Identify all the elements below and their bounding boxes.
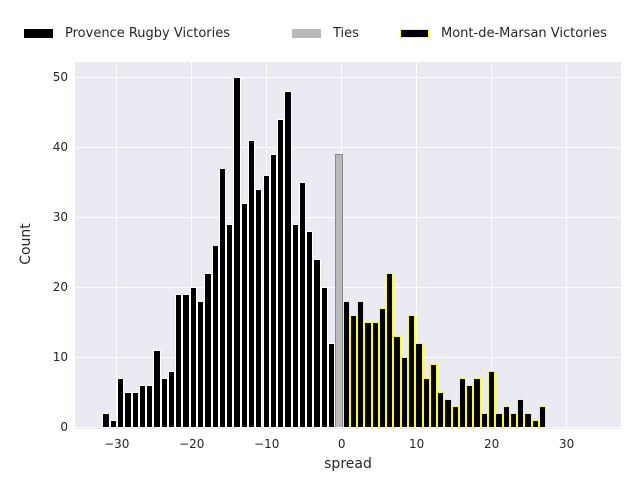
- y-tick-label: 10: [52, 350, 68, 364]
- histogram-bar: [495, 413, 503, 427]
- x-gridline: [116, 62, 118, 429]
- x-axis-label: spread: [324, 456, 372, 472]
- y-gridline: [75, 427, 621, 429]
- histogram-bar: [378, 308, 387, 427]
- histogram-bar: [502, 406, 510, 427]
- legend-item-ties[interactable]: Ties: [292, 20, 359, 46]
- y-gridline: [75, 77, 621, 79]
- x-tick-label: 30: [559, 437, 575, 451]
- x-tick-label: −10: [254, 437, 280, 451]
- histogram-bar: [429, 364, 438, 427]
- y-tick-label: 40: [52, 140, 68, 154]
- histogram-bar: [371, 322, 379, 427]
- y-tick-label: 0: [60, 420, 68, 434]
- histogram-bar: [277, 119, 285, 427]
- histogram-bar: [335, 154, 343, 427]
- legend-label: Ties: [333, 25, 359, 41]
- histogram-bar: [480, 413, 489, 427]
- histogram-bar: [255, 189, 263, 427]
- histogram-bar: [437, 392, 445, 427]
- histogram-bar: [262, 175, 270, 427]
- histogram-bar: [320, 287, 328, 427]
- histogram-bar: [349, 315, 358, 427]
- histogram-bar: [524, 413, 532, 427]
- plot-area: [75, 62, 621, 429]
- histogram-bar: [117, 378, 125, 427]
- ties-swatch-icon: [292, 28, 321, 38]
- y-tick-label: 50: [52, 70, 68, 84]
- histogram-bar: [138, 385, 147, 427]
- x-tick-label: 10: [409, 437, 425, 451]
- histogram-bar: [197, 301, 205, 427]
- histogram-bar: [211, 245, 219, 427]
- histogram-bar: [386, 273, 394, 427]
- histogram-bar: [400, 357, 408, 427]
- y-axis-label: Count: [18, 223, 34, 265]
- histogram-bar: [298, 182, 307, 427]
- histogram-bar: [226, 224, 234, 427]
- legend-label: Mont-de-Marsan Victories: [441, 25, 607, 41]
- histogram-bar: [517, 399, 525, 427]
- histogram-bar: [284, 91, 292, 427]
- histogram-bar: [240, 203, 248, 427]
- histogram-bar: [357, 301, 365, 427]
- y-gridline: [75, 217, 621, 219]
- histogram-bar: [342, 301, 350, 427]
- histogram-bar: [160, 378, 168, 427]
- histogram-bar: [458, 378, 467, 427]
- y-tick-label: 30: [52, 210, 68, 224]
- provence-swatch-icon: [24, 28, 53, 38]
- x-gridline: [416, 62, 418, 429]
- histogram-bar: [124, 392, 132, 427]
- x-tick-label: 0: [337, 437, 346, 451]
- y-gridline: [75, 147, 621, 149]
- x-gridline: [566, 62, 568, 429]
- histogram-bar: [466, 385, 474, 427]
- x-gridline: [191, 62, 193, 429]
- histogram-bar: [415, 343, 423, 427]
- legend: Provence Rugby Victories Ties Mont-de-Mars…: [0, 20, 640, 46]
- x-tick-label: −20: [179, 437, 205, 451]
- histogram-bar: [175, 294, 183, 427]
- mdm-swatch-icon: [400, 28, 429, 38]
- histogram-bar: [451, 406, 459, 427]
- histogram-bar: [422, 378, 430, 427]
- histogram-bar: [109, 420, 117, 427]
- histogram-bar: [393, 336, 401, 427]
- legend-item-mdm[interactable]: Mont-de-Marsan Victories: [400, 20, 607, 46]
- histogram-bar: [233, 77, 241, 427]
- histogram-bar: [408, 315, 416, 427]
- histogram-bar: [153, 350, 161, 427]
- histogram-bar: [364, 322, 372, 427]
- x-tick-label: 20: [484, 437, 500, 451]
- histogram-bar: [509, 413, 518, 427]
- histogram-bar: [182, 294, 190, 427]
- histogram-bar: [247, 140, 256, 427]
- histogram-bar: [204, 273, 212, 427]
- histogram-bar: [102, 413, 110, 427]
- legend-item-provence[interactable]: Provence Rugby Victories: [24, 20, 230, 46]
- histogram-bar: [291, 224, 299, 427]
- histogram-bar: [218, 168, 227, 427]
- histogram-bar: [167, 371, 176, 427]
- histogram-bar: [146, 385, 154, 427]
- histogram-bar: [327, 343, 336, 427]
- histogram-bar: [131, 392, 139, 427]
- x-gridline: [491, 62, 493, 429]
- histogram-bar: [531, 420, 539, 427]
- x-tick-label: −30: [104, 437, 130, 451]
- histogram-bar: [488, 371, 496, 427]
- histogram-bar: [313, 259, 321, 427]
- histogram-bar: [444, 399, 452, 427]
- y-tick-label: 20: [52, 280, 68, 294]
- y-gridline: [75, 287, 621, 289]
- histogram-bar: [538, 406, 547, 427]
- histogram-bar: [269, 154, 278, 427]
- histogram-bar: [473, 378, 481, 427]
- histogram-bar: [306, 231, 314, 427]
- legend-label: Provence Rugby Victories: [65, 25, 230, 41]
- histogram-bar: [189, 287, 198, 427]
